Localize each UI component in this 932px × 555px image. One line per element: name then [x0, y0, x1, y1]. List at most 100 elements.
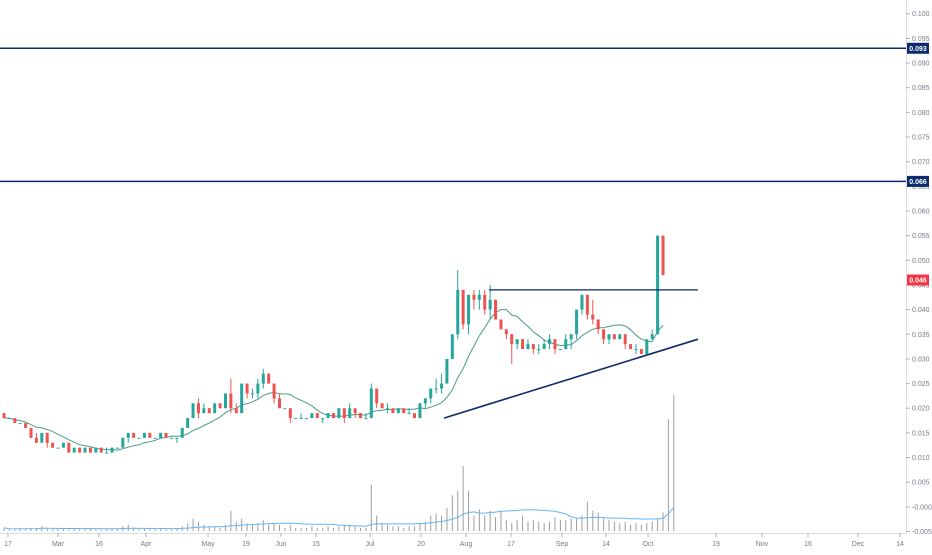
- candle[interactable]: [250, 388, 254, 399]
- candle[interactable]: [164, 432, 168, 438]
- candle[interactable]: [656, 235, 660, 335]
- candle[interactable]: [223, 393, 227, 409]
- candle[interactable]: [353, 408, 357, 419]
- candle[interactable]: [234, 403, 238, 414]
- candle[interactable]: [396, 408, 400, 414]
- candle[interactable]: [461, 289, 465, 330]
- candle[interactable]: [40, 432, 44, 443]
- candle[interactable]: [569, 334, 573, 350]
- candle[interactable]: [277, 393, 281, 409]
- candle[interactable]: [24, 423, 28, 428]
- candle[interactable]: [612, 334, 616, 340]
- candle[interactable]: [472, 289, 476, 310]
- candle[interactable]: [110, 447, 114, 453]
- candle[interactable]: [34, 432, 38, 443]
- candle[interactable]: [548, 334, 552, 350]
- candle[interactable]: [180, 427, 184, 438]
- candle[interactable]: [288, 408, 292, 424]
- candle[interactable]: [272, 383, 276, 404]
- candle[interactable]: [445, 358, 449, 384]
- candle[interactable]: [585, 294, 589, 320]
- candle[interactable]: [477, 289, 481, 310]
- candle[interactable]: [380, 403, 384, 409]
- candle[interactable]: [245, 383, 249, 399]
- candle[interactable]: [526, 339, 530, 350]
- candle[interactable]: [13, 418, 17, 424]
- candle[interactable]: [510, 334, 514, 364]
- candle[interactable]: [391, 408, 395, 414]
- candle[interactable]: [315, 413, 319, 419]
- candle[interactable]: [299, 413, 303, 420]
- candle[interactable]: [267, 373, 271, 384]
- candle[interactable]: [531, 344, 535, 354]
- candle[interactable]: [2, 413, 6, 419]
- candle[interactable]: [137, 437, 141, 439]
- candle[interactable]: [553, 339, 557, 354]
- candle[interactable]: [580, 294, 584, 315]
- candle[interactable]: [142, 432, 146, 438]
- candle[interactable]: [483, 289, 487, 315]
- candle[interactable]: [196, 398, 200, 419]
- candles-layer[interactable]: [2, 235, 665, 454]
- candle[interactable]: [639, 349, 643, 354]
- candle[interactable]: [132, 432, 136, 438]
- candle[interactable]: [564, 334, 568, 350]
- candle[interactable]: [218, 403, 222, 409]
- candle[interactable]: [94, 447, 98, 453]
- candle[interactable]: [213, 403, 217, 414]
- candle[interactable]: [332, 413, 335, 419]
- candle[interactable]: [45, 432, 49, 448]
- candle[interactable]: [618, 334, 622, 340]
- candle[interactable]: [423, 398, 427, 409]
- candle[interactable]: [429, 388, 433, 404]
- candle[interactable]: [207, 408, 211, 414]
- candle[interactable]: [29, 427, 33, 438]
- candle[interactable]: [18, 423, 22, 425]
- candle[interactable]: [634, 344, 638, 354]
- candle[interactable]: [159, 432, 163, 438]
- price-axis[interactable]: 0.100 0.095 0.090 0.085 0.080 0.075 0.070 0.065…: [906, 11, 932, 536]
- candle[interactable]: [61, 442, 65, 448]
- candle[interactable]: [440, 373, 444, 394]
- candle[interactable]: [650, 329, 654, 340]
- candle[interactable]: [607, 334, 611, 345]
- candle[interactable]: [348, 403, 352, 419]
- time-axis[interactable]: 17 Mar 16 Apr May 19 Jun 15 Jul 20 Aug 17 Sep 14 Oct 19…: [4, 533, 904, 548]
- candle[interactable]: [364, 413, 368, 420]
- candle[interactable]: [121, 437, 125, 448]
- candle[interactable]: [537, 344, 541, 354]
- candle[interactable]: [359, 413, 363, 419]
- candle[interactable]: [558, 349, 562, 351]
- candle[interactable]: [78, 447, 82, 453]
- candle[interactable]: [575, 309, 579, 340]
- candle[interactable]: [450, 334, 454, 359]
- candle[interactable]: [126, 432, 130, 443]
- candle[interactable]: [310, 413, 314, 419]
- candle[interactable]: [51, 442, 55, 448]
- candle[interactable]: [337, 408, 341, 419]
- candle[interactable]: [283, 408, 287, 410]
- candle[interactable]: [407, 408, 411, 415]
- candle[interactable]: [186, 418, 190, 428]
- candle[interactable]: [488, 284, 492, 320]
- candle[interactable]: [494, 299, 498, 320]
- candle[interactable]: [148, 432, 152, 438]
- candle[interactable]: [72, 447, 76, 453]
- candle[interactable]: [326, 413, 330, 419]
- candle[interactable]: [629, 344, 633, 350]
- candle[interactable]: [321, 418, 325, 424]
- candle[interactable]: [99, 447, 103, 453]
- candle[interactable]: [304, 418, 308, 420]
- candle[interactable]: [240, 383, 244, 414]
- candle[interactable]: [591, 299, 595, 325]
- candle[interactable]: [375, 388, 379, 409]
- candle[interactable]: [542, 339, 546, 350]
- candle[interactable]: [56, 447, 60, 449]
- candle[interactable]: [115, 447, 119, 449]
- candle[interactable]: [515, 339, 519, 350]
- candle[interactable]: [456, 270, 460, 340]
- drawings-layer[interactable]: [0, 47, 906, 419]
- candle[interactable]: [369, 383, 373, 419]
